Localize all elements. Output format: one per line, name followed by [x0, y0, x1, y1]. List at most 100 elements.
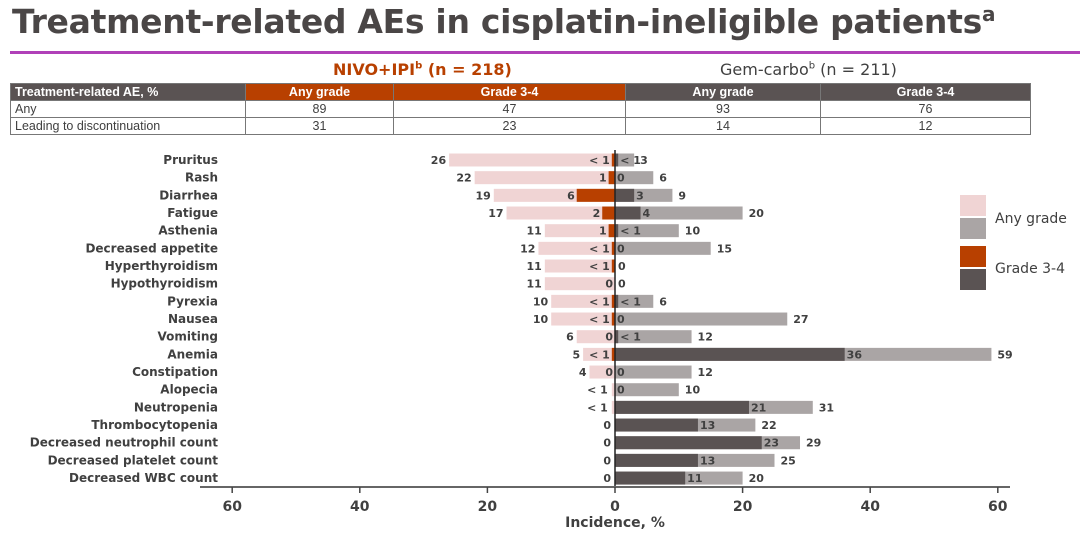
bar-nivo-any — [506, 206, 615, 220]
label-nivo-g34: < 1 — [589, 260, 610, 273]
bar-nivo-any — [551, 294, 615, 308]
bar-gem-g34 — [615, 206, 641, 220]
legend-swatch-nivo-any — [960, 195, 986, 216]
label-nivo-any: < 1 — [587, 401, 608, 414]
bar-gem-g34 — [615, 347, 845, 361]
bar-nivo-g34 — [608, 171, 615, 185]
bar-gem-any — [615, 383, 679, 397]
label-gem-g34: < 1 — [620, 154, 641, 167]
bar-gem-any — [615, 206, 743, 220]
label-nivo-g34: < 1 — [589, 313, 610, 326]
legend-swatch-gem-any — [960, 218, 986, 239]
label-nivo-any: 26 — [431, 154, 447, 167]
header-ae: Treatment-related AE, % — [10, 83, 246, 101]
category-label: Constipation — [132, 365, 218, 379]
bar-gem-g34 — [615, 330, 619, 344]
table-row: Leading to discontinuation 31 23 14 12 — [10, 117, 1031, 135]
label-gem-g34: 11 — [687, 472, 702, 485]
label-gem-any: 29 — [806, 437, 821, 450]
label-gem-any: 27 — [793, 313, 808, 326]
legend-label-any: Any grade — [995, 211, 1067, 227]
bar-nivo-any — [538, 241, 615, 255]
summary-table: Treatment-related AE, % Any grade Grade … — [10, 83, 1031, 135]
category-label: Fatigue — [167, 206, 218, 220]
label-gem-g34: < 1 — [620, 225, 641, 238]
label-gem-g34: < 1 — [620, 331, 641, 344]
bar-nivo-any — [611, 400, 615, 414]
label-nivo-any: 0 — [603, 419, 611, 432]
label-gem-g34: 3 — [636, 189, 644, 202]
label-nivo-any: 5 — [572, 348, 580, 361]
category-label: Pruritus — [163, 153, 218, 167]
label-nivo-g34: < 1 — [589, 348, 610, 361]
label-nivo-any: 10 — [533, 295, 549, 308]
label-gem-g34: 13 — [700, 419, 715, 432]
category-label: Rash — [185, 171, 218, 185]
bar-gem-any — [615, 312, 788, 326]
header-gem-g34: Grade 3-4 — [820, 83, 1031, 101]
bar-gem-any — [615, 224, 679, 238]
header-gem-any: Any grade — [625, 83, 821, 101]
category-label: Asthenia — [158, 224, 218, 238]
label-nivo-g34: 0 — [605, 331, 613, 344]
category-label: Anemia — [167, 347, 218, 361]
label-gem-any: 6 — [659, 172, 667, 185]
cell: 23 — [393, 117, 626, 135]
label-nivo-any: 17 — [488, 207, 503, 220]
title-divider — [10, 51, 1080, 54]
x-tick-label: 40 — [860, 499, 880, 515]
header-nivo-any: Any grade — [245, 83, 394, 101]
label-nivo-any: 6 — [566, 331, 574, 344]
bar-nivo-g34 — [576, 188, 615, 202]
x-tick-label: 40 — [350, 499, 370, 515]
label-gem-g34: 0 — [617, 313, 625, 326]
label-gem-any: 59 — [997, 348, 1012, 361]
label-gem-any: 0 — [618, 260, 626, 273]
label-gem-g34: 13 — [700, 454, 715, 467]
label-nivo-any: 10 — [533, 313, 549, 326]
bar-gem-any — [615, 241, 711, 255]
x-tick-label: 60 — [988, 499, 1008, 515]
label-nivo-any: 11 — [527, 278, 542, 291]
bar-gem-g34 — [615, 453, 698, 467]
label-nivo-g34: 1 — [599, 225, 607, 238]
x-tick-label: 20 — [478, 499, 498, 515]
label-gem-any: 6 — [659, 295, 667, 308]
x-tick-label: 0 — [610, 499, 620, 515]
legend-swatch-gem-g34 — [960, 269, 986, 290]
label-nivo-g34: 0 — [605, 278, 613, 291]
arm-nivo-header: NIVO+IPIb (n = 218) — [333, 60, 512, 79]
x-tick-label: 60 — [222, 499, 242, 515]
label-nivo-any: 0 — [603, 454, 611, 467]
arm-label: Gem-carbo — [720, 60, 809, 79]
bar-nivo-any — [583, 347, 615, 361]
category-label: Vomiting — [158, 330, 218, 344]
bar-gem-g34 — [615, 153, 619, 167]
arm-label: NIVO+IPI — [333, 60, 416, 79]
label-nivo-any: 4 — [579, 366, 587, 379]
page-title: Treatment-related AEs in cisplatin-ineli… — [12, 2, 995, 41]
bar-nivo-g34 — [611, 347, 615, 361]
category-label: Decreased appetite — [85, 241, 218, 255]
arm-footnote: b — [415, 60, 423, 72]
label-gem-any: 12 — [698, 331, 713, 344]
label-gem-any: 15 — [717, 242, 732, 255]
category-label: Diarrhea — [159, 188, 218, 202]
label-gem-any: 12 — [698, 366, 713, 379]
bar-gem-any — [615, 365, 692, 379]
label-gem-g34: 0 — [617, 384, 625, 397]
label-gem-any: 31 — [819, 401, 834, 414]
header-nivo-g34: Grade 3-4 — [393, 83, 626, 101]
bar-nivo-any — [544, 277, 615, 291]
label-gem-g34: 0 — [617, 366, 625, 379]
bar-nivo-g34 — [611, 153, 615, 167]
bar-nivo-any — [449, 153, 615, 167]
label-gem-any: 9 — [678, 189, 686, 202]
label-gem-any: 0 — [618, 278, 626, 291]
label-nivo-g34: < 1 — [589, 154, 610, 167]
title-footnote: a — [981, 2, 996, 26]
label-gem-any: 3 — [640, 154, 648, 167]
bar-nivo-any — [576, 330, 615, 344]
label-nivo-g34: < 1 — [589, 242, 610, 255]
